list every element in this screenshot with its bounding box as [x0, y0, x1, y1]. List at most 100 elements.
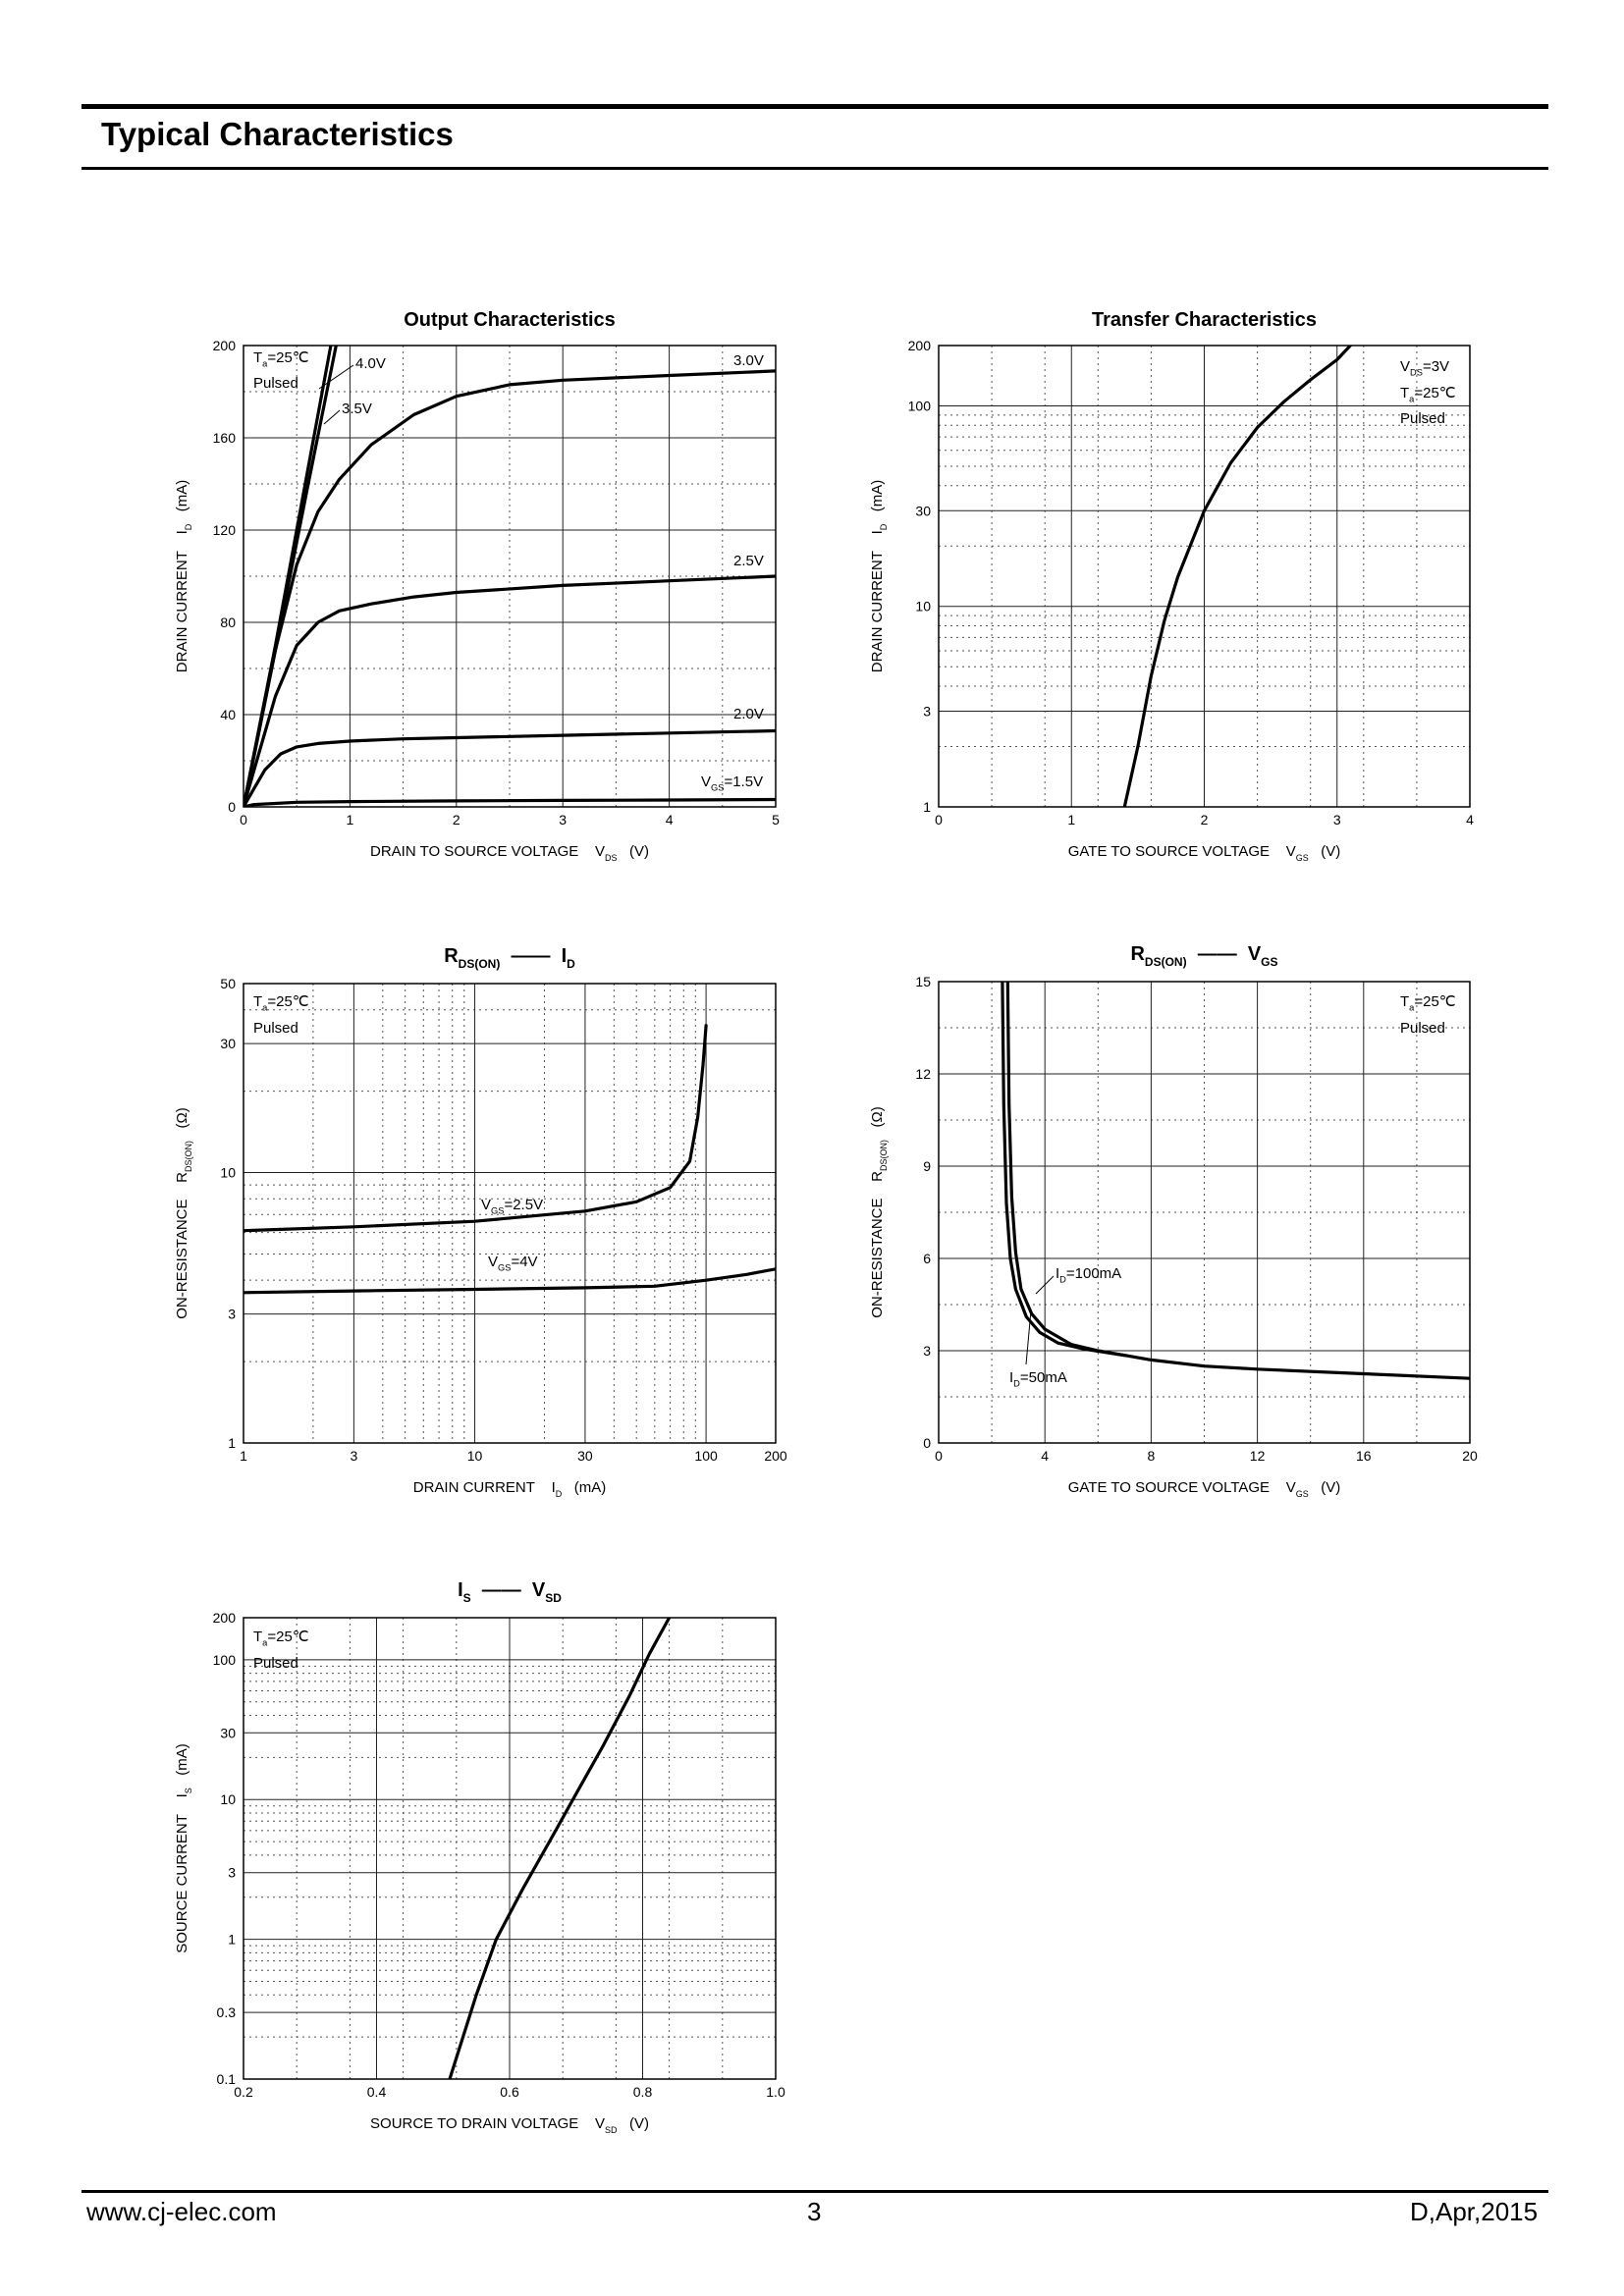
- x-axis-label: GATE TO SOURCE VOLTAGE VGS (V): [1068, 843, 1341, 863]
- chart-title: IS —— VSD: [458, 1579, 562, 1605]
- curve-annotation: VGS=2.5V: [481, 1197, 543, 1216]
- x-tick-label: 1.0: [766, 2084, 785, 2100]
- chart-output: 0 1 2 3 4 5 0 40 80 120 160 200 Output Characteristi…: [174, 309, 780, 863]
- y-tick-label: 1: [228, 1435, 236, 1451]
- y-tick-label: 10: [915, 599, 931, 614]
- footer-rule: [81, 2190, 1548, 2193]
- chart-title: Output Characteristics: [404, 309, 616, 331]
- y-tick-label: 10: [220, 1791, 236, 1807]
- y-tick-label: 0: [228, 799, 236, 815]
- condition-label: Pulsed: [1400, 1020, 1445, 1037]
- x-tick-label: 1: [1067, 812, 1075, 828]
- y-axis-label: ON-RESISTANCE RDS(ON) (Ω): [869, 1106, 889, 1317]
- curve-annotation: 3.5V: [342, 400, 372, 417]
- y-tick-label: 9: [923, 1158, 931, 1174]
- curve-annotation: 2.0V: [733, 706, 764, 722]
- series-line-0: [448, 1618, 672, 2079]
- chart-title: RDS(ON) —— VGS: [1130, 943, 1277, 969]
- condition-label: Pulsed: [1400, 410, 1445, 427]
- y-tick-label: 3: [923, 1343, 931, 1359]
- series-line-id-100ma: [1005, 982, 1470, 1380]
- x-tick-label: 0: [240, 812, 247, 828]
- y-axis-label: DRAIN CURRENT ID (mA): [174, 480, 193, 673]
- x-axis-label: DRAIN TO SOURCE VOLTAGE VDS (V): [370, 843, 649, 863]
- y-tick-label: 200: [213, 1610, 237, 1626]
- curve-annotation: 4.0V: [355, 355, 386, 372]
- condition-label: Ta=25℃: [1400, 993, 1456, 1013]
- header-rule-top: [81, 104, 1548, 109]
- condition-label: Pulsed: [253, 1020, 298, 1037]
- y-tick-label: 0.3: [217, 2004, 237, 2020]
- series-line-0: [1122, 346, 1352, 807]
- y-tick-label: 1: [923, 799, 931, 815]
- x-tick-label: 3: [1333, 812, 1341, 828]
- condition-label: Pulsed: [253, 1655, 298, 1672]
- x-tick-label: 1: [240, 1448, 247, 1464]
- y-tick-label: 160: [213, 430, 237, 446]
- curve-annotation: 2.5V: [733, 553, 764, 569]
- y-tick-label: 50: [220, 976, 236, 991]
- y-tick-label: 3: [228, 1865, 236, 1881]
- y-axis-label: SOURCE CURRENT IS (mA): [174, 1743, 193, 1953]
- curve-annotation: 3.0V: [733, 352, 764, 369]
- footer-page-number: 3: [807, 2197, 822, 2226]
- curve-annotation: VGS=4V: [488, 1254, 538, 1273]
- series-line-vgs-4v: [244, 1267, 776, 1295]
- condition-label: VDS=3V: [1400, 358, 1449, 378]
- x-tick-label: 0.2: [234, 2084, 253, 2100]
- chart-title: RDS(ON) —— ID: [444, 945, 575, 971]
- x-tick-label: 2: [1201, 812, 1209, 828]
- plot-frame: [938, 345, 1471, 808]
- series-line-2-5v: [244, 574, 776, 807]
- x-tick-label: 0.4: [367, 2084, 387, 2100]
- y-tick-label: 30: [220, 1036, 236, 1051]
- y-tick-label: 120: [213, 522, 237, 538]
- x-tick-label: 0: [935, 1448, 943, 1464]
- y-axis-label: ON-RESISTANCE RDS(ON) (Ω): [174, 1107, 193, 1318]
- annotation-leader: [318, 364, 354, 390]
- x-tick-label: 10: [467, 1448, 483, 1464]
- footer-website: www.cj-elec.com: [86, 2197, 277, 2226]
- x-tick-label: 4: [1041, 1448, 1049, 1464]
- x-tick-label: 200: [764, 1448, 787, 1464]
- condition-label: Ta=25℃: [1400, 385, 1456, 404]
- y-tick-label: 30: [915, 503, 931, 518]
- x-tick-label: 0.8: [633, 2084, 653, 2100]
- condition-label: Ta=25℃: [253, 993, 309, 1013]
- y-tick-label: 0.1: [217, 2071, 237, 2087]
- x-tick-label: 30: [577, 1448, 593, 1464]
- x-axis-label: GATE TO SOURCE VOLTAGE VGS (V): [1068, 1479, 1341, 1499]
- y-tick-label: 15: [915, 974, 931, 989]
- x-tick-label: 16: [1356, 1448, 1372, 1464]
- y-tick-label: 1: [228, 1932, 236, 1948]
- y-tick-label: 100: [908, 398, 932, 413]
- x-tick-label: 12: [1250, 1448, 1266, 1464]
- plot-frame: [243, 983, 777, 1444]
- y-tick-label: 40: [220, 707, 236, 722]
- page-title: Typical Characteristics: [101, 116, 454, 152]
- y-tick-label: 30: [220, 1725, 236, 1740]
- y-tick-label: 100: [213, 1652, 237, 1668]
- chart-rds_vgs: 0 4 8 12 16 20 0 3 6 9 12 15 RDS(ON) —— VGS GATE TO S…: [869, 943, 1478, 1499]
- series-line-vgs-1-5v: [244, 797, 776, 807]
- plot-frame: [243, 1617, 777, 2080]
- x-tick-label: 4: [666, 812, 674, 828]
- x-axis-label: SOURCE TO DRAIN VOLTAGE VSD (V): [370, 2115, 649, 2135]
- y-tick-label: 3: [228, 1307, 236, 1322]
- y-tick-label: 10: [220, 1165, 236, 1181]
- series-line-2-0v: [244, 728, 776, 807]
- x-tick-label: 0: [935, 812, 943, 828]
- series-line-3-0v: [244, 369, 776, 807]
- annotation-leader: [323, 409, 341, 425]
- chart-is_vsd: 0.2 0.4 0.6 0.8 1.0 0.1 0.3 1 3 10 30 100 200 IS —— V…: [174, 1579, 785, 2135]
- y-tick-label: 200: [213, 338, 237, 353]
- curve-annotation: VGS=1.5V: [701, 774, 763, 793]
- y-tick-label: 12: [915, 1066, 931, 1082]
- x-tick-label: 100: [694, 1448, 718, 1464]
- y-tick-label: 200: [908, 338, 932, 353]
- x-tick-label: 3: [559, 812, 567, 828]
- condition-label: Ta=25℃: [253, 349, 309, 369]
- series-line-id-50ma: [1001, 982, 1126, 1358]
- y-tick-label: 3: [923, 704, 931, 720]
